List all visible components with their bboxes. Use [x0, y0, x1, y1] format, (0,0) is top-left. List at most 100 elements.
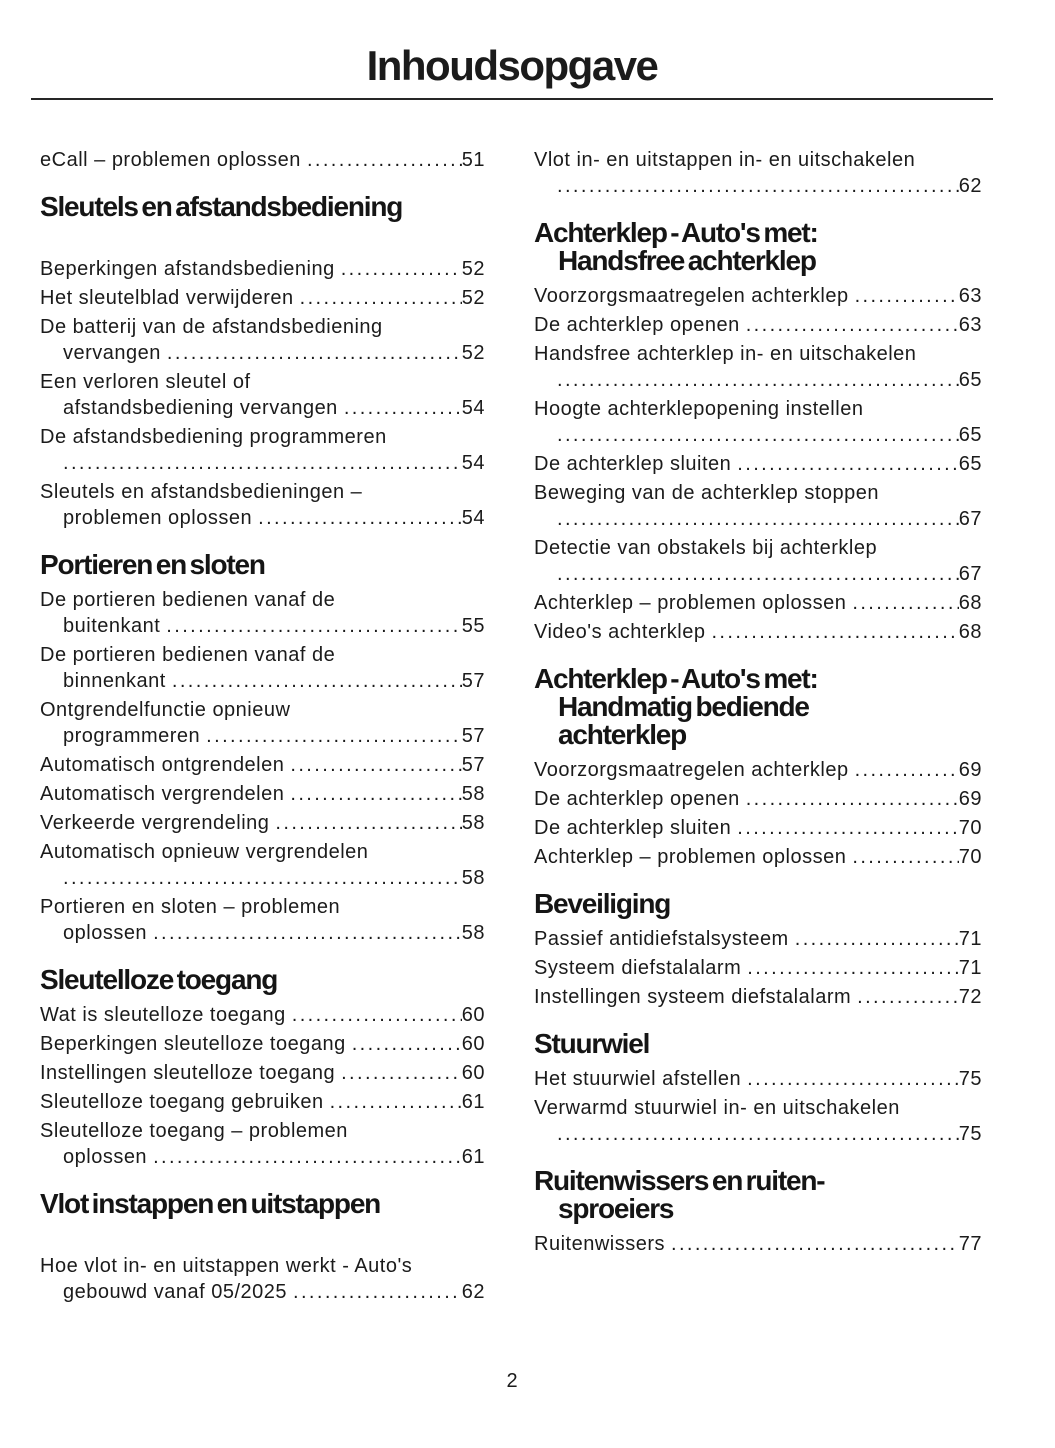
page-ref: 57 [461, 754, 485, 776]
page-ref: 72 [958, 986, 982, 1008]
toc-entry-line: binnenkant..............................… [63, 668, 485, 694]
toc-entry: De achterklep openen....................… [534, 312, 982, 338]
toc-entry: Beperkingen afstandsbediening...........… [40, 256, 485, 282]
section-heading: Vlot instappen en uitstappen [40, 1190, 485, 1218]
section-heading: Sleutels en afstandsbediening [40, 193, 485, 221]
section-heading-line: Handsfree achterklep [558, 245, 817, 276]
section-heading-line: Sleutelloze toegang [40, 964, 278, 995]
toc-entry-line: Hoe vlot in- en uitstappen werkt - Auto'… [40, 1255, 413, 1277]
toc-entry-text: Voorzorgsmaatregelen achterklep [534, 285, 849, 307]
toc-entry-line: Wat is sleutelloze toegang..............… [40, 1002, 485, 1028]
toc-entry-line: De achterklep openen....................… [534, 786, 982, 812]
dot-leader: ........................................… [745, 314, 959, 336]
dot-leader: ........................................… [166, 342, 462, 364]
dot-leader: ........................................… [747, 1068, 959, 1090]
toc-entry-text: Achterklep – problemen oplossen [534, 846, 847, 868]
toc-entry-line: Video's achterklep......................… [534, 619, 982, 645]
toc-entry: Een verloren sleutel of afstandsbediening… [40, 369, 485, 421]
toc-entry-line: Het stuurwiel afstellen.................… [534, 1066, 982, 1092]
section-heading: Achterklep - Auto's met: Handsfree achter… [534, 219, 982, 275]
toc-entry: De batterij van de afstandsbediening verv… [40, 314, 485, 366]
section-heading: Sleutelloze toegang [40, 966, 485, 994]
page-ref: 75 [958, 1123, 982, 1145]
toc-entry-line: ........................................… [63, 450, 485, 476]
dot-leader: ........................................… [857, 986, 959, 1008]
toc-entry-line: Verkeerde vergrendeling.................… [40, 810, 485, 836]
page-ref: 58 [461, 783, 485, 805]
section-heading-line: Vlot instappen en uitstappen [40, 1188, 381, 1219]
toc-entry: Passief antidiefstalsysteem.............… [534, 926, 982, 952]
page-ref: 58 [461, 922, 485, 944]
toc-entry-line: Automatisch vergrendelen................… [40, 781, 485, 807]
toc-entry: Voorzorgsmaatregelen achterklep.........… [534, 757, 982, 783]
toc-entry: Verkeerde vergrendeling.................… [40, 810, 485, 836]
dot-leader: ........................................… [343, 397, 462, 419]
dot-leader: ........................................… [854, 759, 959, 781]
page-ref: 52 [461, 258, 485, 280]
dot-leader: ........................................… [341, 1062, 462, 1084]
dot-leader: ........................................… [290, 754, 462, 776]
dot-leader: ........................................… [557, 175, 959, 197]
dot-leader: ........................................… [153, 1146, 462, 1168]
toc-entry-text: Ruitenwissers [534, 1233, 665, 1255]
toc-entry-text: buitenkant [63, 615, 161, 637]
section-heading: Achterklep - Auto's met: Handmatig bedien… [534, 665, 982, 749]
toc-entry-line: De afstandsbediening programmeren [40, 426, 387, 448]
toc-entry-line: Handsfree achterklep in- en uitschakelen [534, 343, 917, 365]
dot-leader: ........................................… [737, 453, 958, 475]
page-ref: 58 [461, 812, 485, 834]
dot-leader: ........................................… [258, 507, 462, 529]
section-heading-line: Beveiliging [534, 888, 671, 919]
page-ref: 77 [958, 1233, 982, 1255]
toc-entry: Hoe vlot in- en uitstappen werkt - Auto'… [40, 1253, 485, 1305]
toc-entry-text: Het stuurwiel afstellen [534, 1068, 742, 1090]
page-ref: 57 [461, 670, 485, 692]
toc-entry-line: Verwarmd stuurwiel in- en uitschakelen [534, 1097, 900, 1119]
toc-entry: Achterklep – problemen oplossen.........… [534, 844, 982, 870]
toc-entry-text: afstandsbediening vervangen [63, 397, 338, 419]
dot-leader: ........................................… [670, 1233, 959, 1255]
toc-entry-line: ........................................… [557, 422, 982, 448]
toc-entry-text: eCall – problemen oplossen [40, 149, 301, 171]
toc-entry: Systeem diefstalalarm...................… [534, 955, 982, 981]
dot-leader: ........................................… [340, 258, 462, 280]
section-heading-line: Portieren en sloten [40, 549, 266, 580]
toc-entry-line: ........................................… [557, 561, 982, 587]
toc-entry-line: Sleutelloze toegang – problemen [40, 1120, 348, 1142]
toc-entry-line: ........................................… [557, 506, 982, 532]
toc-entry-line: problemen oplossen......................… [63, 505, 485, 531]
toc-entry-line: ........................................… [557, 173, 982, 199]
dot-leader: ........................................… [206, 725, 462, 747]
page-ref: 60 [461, 1004, 485, 1026]
dot-leader: ........................................… [557, 563, 959, 585]
page-ref: 51 [461, 149, 485, 171]
toc-entry: Sleutelloze toegang gebruiken...........… [40, 1089, 485, 1115]
toc-entry-text: Systeem diefstalalarm [534, 957, 742, 979]
toc-entry: Detectie van obstakels bij achterklep...… [534, 535, 982, 587]
toc-entry-line: oplossen................................… [63, 920, 485, 946]
page-title: Inhoudsopgave [366, 42, 659, 89]
dot-leader: ........................................… [557, 1123, 959, 1145]
section-heading-line: Achterklep - Auto's met: [534, 217, 819, 248]
toc-entry: Beperkingen sleutelloze toegang.........… [40, 1031, 485, 1057]
toc-entry-text: Het sleutelblad verwijderen [40, 287, 294, 309]
page-ref: 68 [958, 592, 982, 614]
toc-entry-line: Ontgrendelfunctie opnieuw [40, 699, 291, 721]
page-ref: 52 [461, 342, 485, 364]
toc-entry-line: Beperkingen afstandsbediening...........… [40, 256, 485, 282]
toc-entry: Vlot in- en uitstappen in- en uitschakel… [534, 147, 982, 199]
toc-entry-line: ........................................… [557, 367, 982, 393]
toc-entry-line: Passief antidiefstalsysteem.............… [534, 926, 982, 952]
toc-entry-text: De achterklep openen [534, 788, 740, 810]
toc-entry-line: gebouwd vanaf 05/2025...................… [63, 1279, 485, 1305]
page-ref: 62 [958, 175, 982, 197]
toc-entry-text: Verkeerde vergrendeling [40, 812, 270, 834]
toc-entry-text: Wat is sleutelloze toegang [40, 1004, 286, 1026]
dot-leader: ........................................… [737, 817, 958, 839]
section-heading: Beveiliging [534, 890, 982, 918]
toc-entry: Het stuurwiel afstellen.................… [534, 1066, 982, 1092]
section-heading: Ruitenwissers en ruiten-sproeiers [534, 1167, 982, 1223]
page-ref: 55 [461, 615, 485, 637]
page-ref: 71 [958, 957, 982, 979]
toc-entry-line: De achterklep openen....................… [534, 312, 982, 338]
